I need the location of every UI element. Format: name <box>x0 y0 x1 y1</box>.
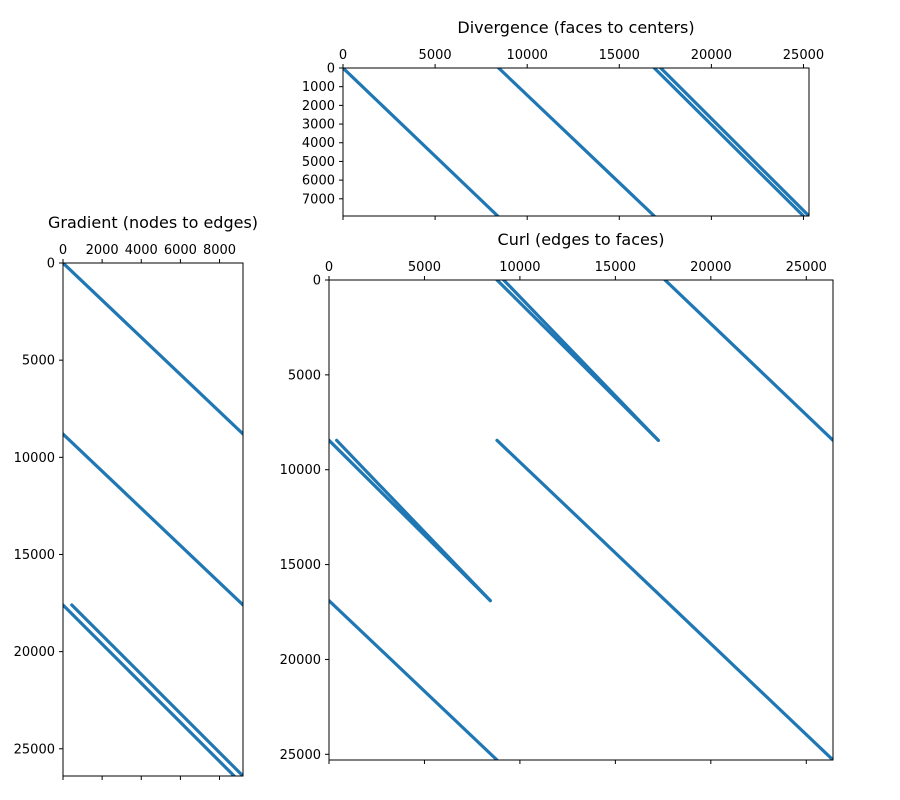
gradient-xtick-label-2: 4000 <box>125 243 158 258</box>
divergence-band-1 <box>497 68 656 216</box>
gradient-ytick-label-5: 25000 <box>14 742 55 757</box>
divergence-ytick-label-0: 0 <box>327 62 335 77</box>
curl-xtick-label-5: 25000 <box>786 260 827 275</box>
curl-xtick-label-0: 0 <box>325 260 333 275</box>
curl-band-4 <box>335 438 492 603</box>
curl-band-2 <box>663 280 833 442</box>
gradient-ytick-label-3: 15000 <box>14 548 55 563</box>
curl-xtick-label-1: 5000 <box>408 260 441 275</box>
gradient-bands <box>63 263 243 776</box>
gradient-xtick-label-4: 8000 <box>203 243 236 258</box>
divergence-ytick-label-6: 6000 <box>302 174 335 189</box>
divergence-title: Divergence (faces to centers) <box>457 18 694 37</box>
gradient-frame <box>62 262 244 777</box>
divergence-ytick-label-2: 2000 <box>302 99 335 114</box>
curl-ytick-label-3: 15000 <box>280 558 321 573</box>
gradient-axes: 0 2000 4000 6000 8000 0 5000 10000 15000 20000 250… <box>14 213 258 780</box>
gradient-ytick-label-4: 20000 <box>14 645 55 660</box>
gradient-band-0 <box>63 263 243 436</box>
gradient-band-1 <box>63 432 243 607</box>
divergence-xtick-label-0: 0 <box>339 48 347 63</box>
curl-bands <box>329 280 833 760</box>
gradient-title: Gradient (nodes to edges) <box>48 213 258 232</box>
curl-xtick-label-3: 15000 <box>595 260 636 275</box>
divergence-band-0 <box>343 68 500 216</box>
curl-ytick-label-1: 5000 <box>288 368 321 383</box>
divergence-xtick-label-4: 20000 <box>691 48 732 63</box>
curl-ytick-label-4: 20000 <box>280 653 321 668</box>
curl-ytick-label-2: 10000 <box>280 463 321 478</box>
divergence-xtick-label-1: 5000 <box>419 48 452 63</box>
curl-frame <box>328 279 834 761</box>
gradient-ytick-label-2: 10000 <box>14 451 55 466</box>
curl-band-6 <box>329 599 499 760</box>
divergence-ytick-label-1: 1000 <box>302 80 335 95</box>
divergence-frame <box>342 67 810 217</box>
gradient-band-2 <box>63 603 236 776</box>
divergence-ytick-label-3: 3000 <box>302 118 335 133</box>
curl-ytick-label-5: 25000 <box>280 748 321 763</box>
curl-xtick-label-2: 10000 <box>499 260 540 275</box>
divergence-xtick-label-3: 15000 <box>599 48 640 63</box>
gradient-ytick-label-0: 0 <box>47 257 55 272</box>
gradient-xtick-label-3: 6000 <box>164 243 197 258</box>
divergence-ytick-label-4: 4000 <box>302 136 335 151</box>
gradient-xtick-label-0: 0 <box>59 243 67 258</box>
divergence-bands <box>343 68 809 216</box>
curl-band-5 <box>495 438 833 760</box>
divergence-band-2 <box>652 68 806 216</box>
divergence-ytick-label-5: 5000 <box>302 155 335 170</box>
gradient-xtick-label-1: 2000 <box>86 243 119 258</box>
gradient-band-3 <box>70 603 243 776</box>
curl-title: Curl (edges to faces) <box>498 230 665 249</box>
divergence-ytick-label-7: 7000 <box>302 192 335 207</box>
curl-ytick-label-0: 0 <box>313 274 321 289</box>
divergence-xtick-label-2: 10000 <box>507 48 548 63</box>
curl-band-1 <box>502 280 660 442</box>
curl-axes: 0 5000 10000 15000 20000 25000 0 5000 10000 15000… <box>280 230 834 764</box>
gradient-ytick-label-1: 5000 <box>22 354 55 369</box>
divergence-band-3 <box>659 68 809 216</box>
divergence-axes: 0 5000 10000 15000 20000 25000 0 1000 2000 3000 40… <box>302 18 824 220</box>
divergence-xtick-label-5: 25000 <box>783 48 824 63</box>
curl-xtick-label-4: 20000 <box>690 260 731 275</box>
